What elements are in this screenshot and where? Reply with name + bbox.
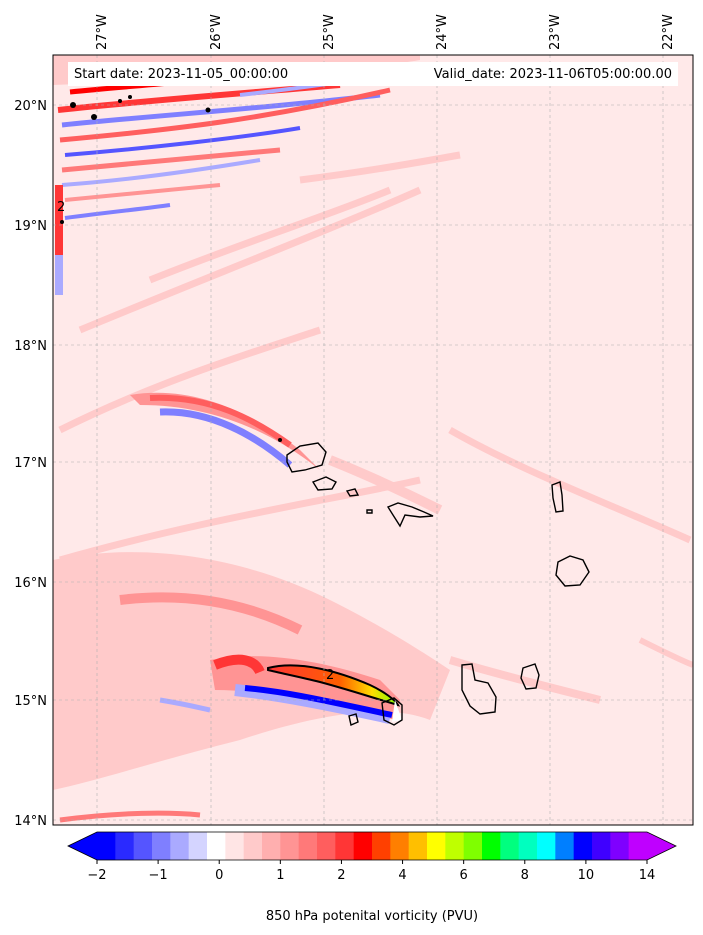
- colorbar-tick-label: 1: [276, 868, 284, 883]
- main-pv-strip: [210, 654, 402, 724]
- lon-label: 22°W: [661, 14, 676, 50]
- longitude-labels: 27°W 26°W 25°W 24°W 23°W 22°W: [95, 14, 676, 50]
- colorbar-cell: [573, 832, 593, 860]
- colorbar-cell: [133, 832, 153, 860]
- colorbar-cell: [482, 832, 501, 860]
- colorbar-cell: [445, 832, 465, 860]
- colorbar-cells: [97, 832, 648, 860]
- colorbar-tick-label: −2: [87, 868, 106, 883]
- contour-markers: [60, 95, 282, 442]
- colorbar-tick-label: −1: [149, 868, 168, 883]
- colorbar-cell: [372, 832, 391, 860]
- colorbar-cell: [335, 832, 355, 860]
- colorbar-cell: [408, 832, 428, 860]
- island-raso: [366, 509, 373, 514]
- valid-date-text: Valid_date: 2023-11-06T05:00:00.00: [434, 67, 672, 82]
- colorbar-cell: [463, 832, 483, 860]
- latitude-labels: 20°N 19°N 18°N 17°N 16°N 15°N 14°N: [14, 99, 47, 829]
- island-maio: [520, 663, 540, 690]
- colorbar-cell: [427, 832, 446, 860]
- lon-label: 23°W: [548, 14, 563, 50]
- colorbar-cell: [628, 832, 648, 860]
- island-sao-nicolau: [386, 502, 434, 528]
- colorbar-cell: [170, 832, 190, 860]
- island-boa-vista: [555, 555, 590, 587]
- colorbar-tick-label: 0: [215, 868, 223, 883]
- colorbar-tick-label: 6: [460, 868, 468, 883]
- island-sal: [551, 481, 564, 513]
- lon-label: 25°W: [322, 14, 337, 50]
- start-date-text: Start date: 2023-11-05_00:00:00: [74, 67, 288, 82]
- colorbar-cell: [188, 832, 208, 860]
- colorbar-ticks: −2 −1 0 1 2 4 6 8 10 14: [87, 860, 655, 883]
- island-santiago: [461, 663, 497, 715]
- colorbar-tick-label: 2: [337, 868, 345, 883]
- colorbar: −2 −1 0 1 2 4 6 8 10 14: [67, 831, 677, 883]
- colorbar-cell: [280, 832, 300, 860]
- lon-label: 27°W: [95, 14, 110, 50]
- lat-label: 18°N: [14, 339, 47, 354]
- background-streaks: [58, 151, 692, 564]
- contour-label: 2: [57, 200, 65, 215]
- colorbar-tick-label: 14: [639, 868, 656, 883]
- colorbar-cell: [243, 832, 263, 860]
- lon-label: 24°W: [435, 14, 450, 50]
- lon-label: 26°W: [209, 14, 224, 50]
- colorbar-cell: [592, 832, 611, 860]
- lat-label: 19°N: [14, 219, 47, 234]
- header-box: [68, 62, 678, 86]
- northern-shear-line: [130, 392, 443, 515]
- colorbar-cell: [353, 832, 373, 860]
- lat-label: 14°N: [14, 814, 47, 829]
- colorbar-cell: [610, 832, 630, 860]
- contour-label: 2: [326, 668, 334, 683]
- island-fogo: [381, 697, 403, 726]
- colorbar-label: 850 hPa potenital vorticity (PVU): [266, 909, 478, 924]
- colorbar-cell: [500, 832, 520, 860]
- colorbar-cell: [97, 832, 116, 860]
- lat-label: 15°N: [14, 694, 47, 709]
- colorbar-tick-label: 10: [578, 868, 595, 883]
- gridlines: [53, 55, 693, 825]
- colorbar-tick-label: 4: [398, 868, 406, 883]
- colorbar-cell: [537, 832, 556, 860]
- colorbar-cell: [555, 832, 575, 860]
- pv-field: [53, 55, 693, 825]
- colorbar-cell: [298, 832, 318, 860]
- colorbar-cell: [262, 832, 281, 860]
- island-santo-antao: [286, 442, 327, 473]
- colorbar-cell: [317, 832, 336, 860]
- colorbar-extend-left: [68, 832, 97, 860]
- map-frame: [52, 54, 694, 826]
- colorbar-cell: [225, 832, 245, 860]
- island-brava: [348, 713, 359, 726]
- colorbar-cell: [518, 832, 538, 860]
- lat-label: 20°N: [14, 99, 47, 114]
- colorbar-tick-label: 8: [521, 868, 529, 883]
- colorbar-cell: [115, 832, 135, 860]
- colorbar-extend-right: [647, 832, 676, 860]
- colorbar-cell: [390, 832, 410, 860]
- island-santa-luzia: [345, 488, 360, 497]
- colorbar-cell: [152, 832, 171, 860]
- island-sao-vicente: [311, 476, 337, 491]
- coastlines: [286, 442, 590, 726]
- lat-label: 17°N: [14, 456, 47, 471]
- colorbar-cell: [207, 832, 226, 860]
- lat-label: 16°N: [14, 576, 47, 591]
